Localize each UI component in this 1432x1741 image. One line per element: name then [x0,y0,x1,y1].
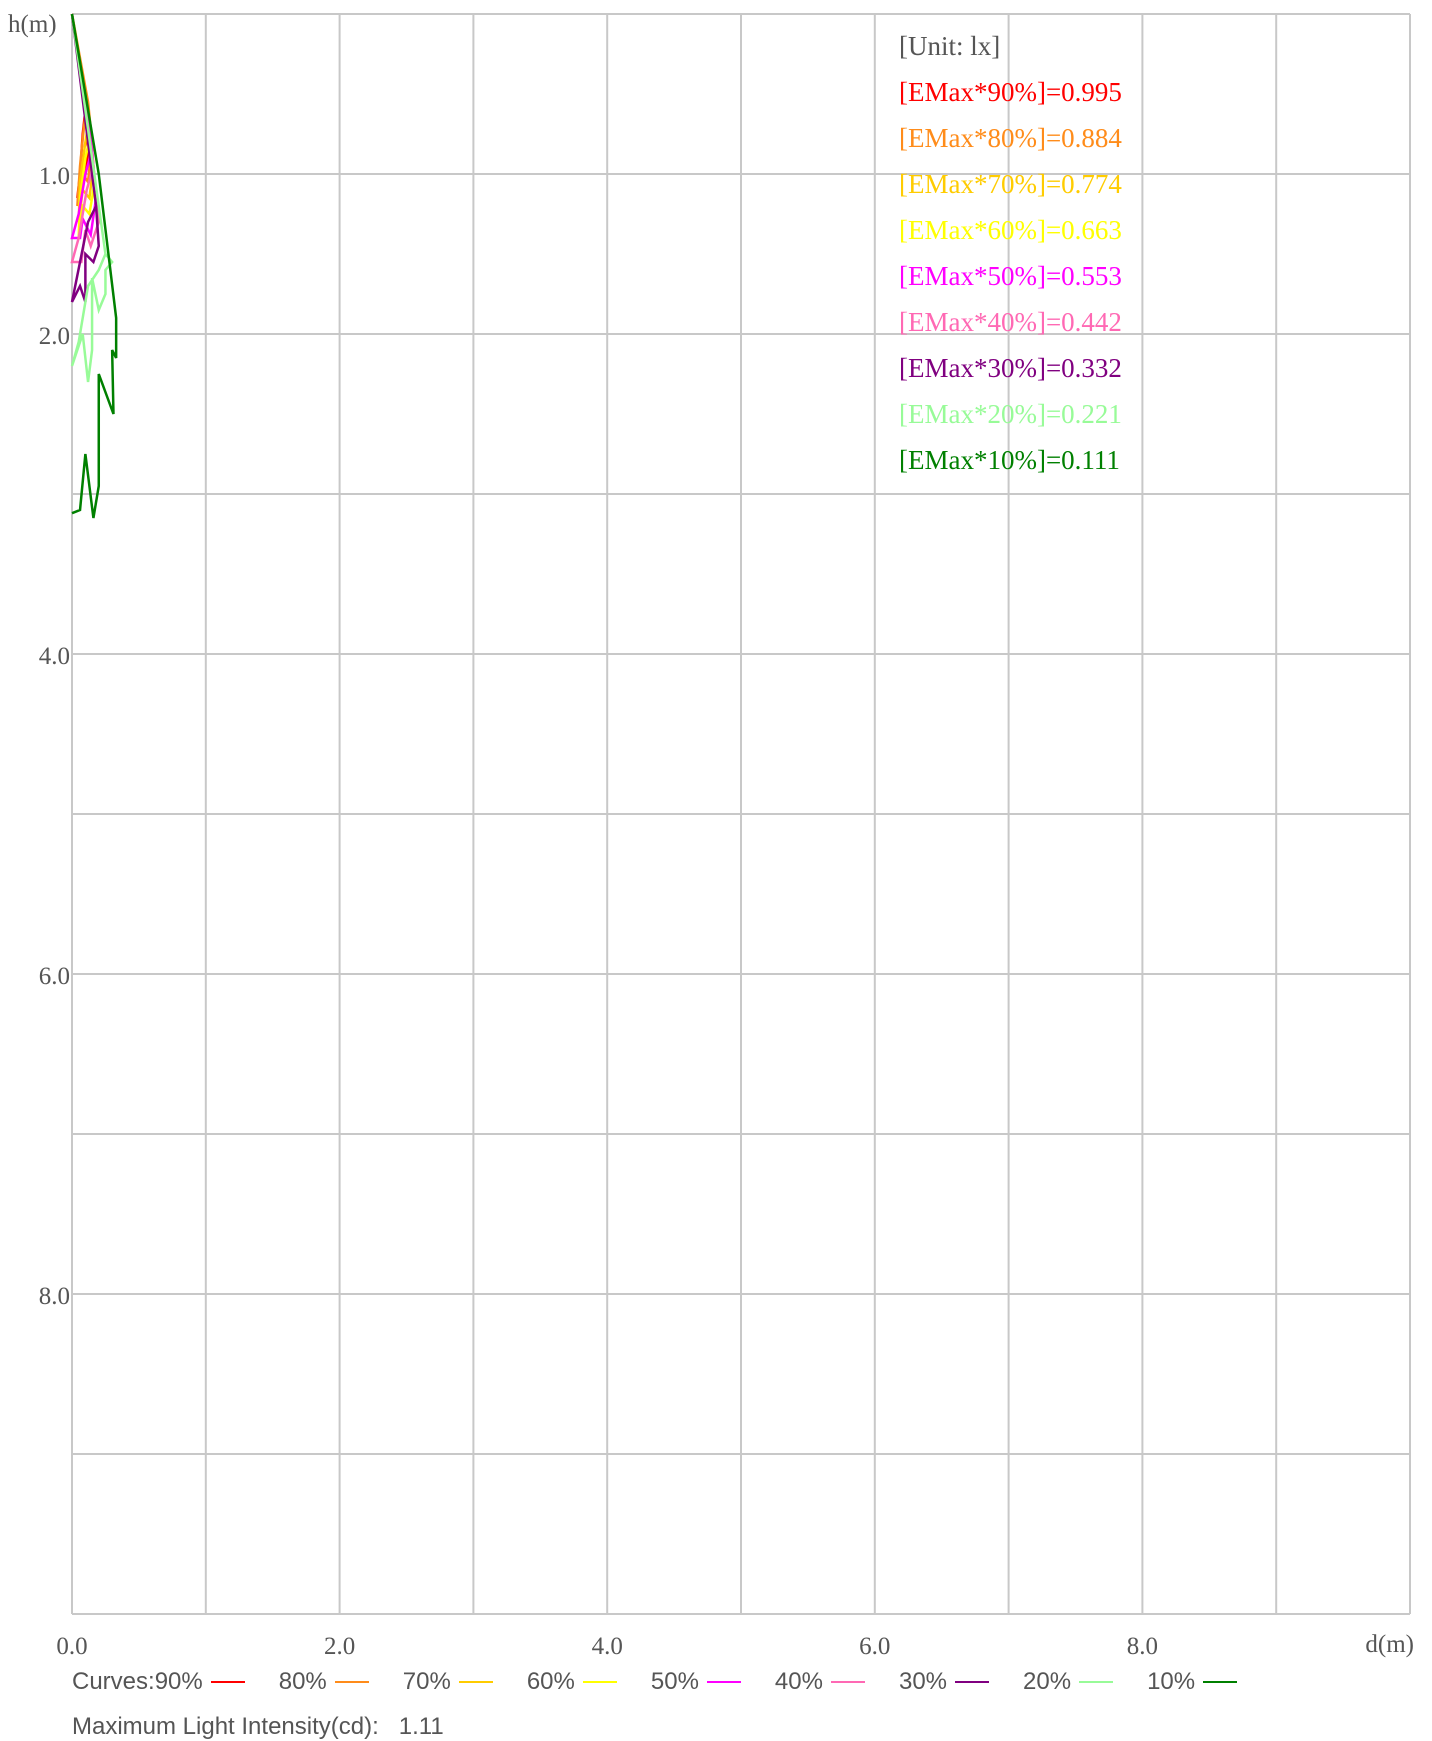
legend-entry: [EMax*10%]=0.111 [899,445,1120,475]
curve-key: 30% [898,1668,990,1696]
y-tick-label: 2.0 [39,323,70,350]
curve-key: 70% [403,1668,493,1696]
x-tick-label: 4.0 [592,1633,623,1660]
curve-key-swatch [1203,1681,1238,1683]
curve-key-label: 40% [774,1668,823,1695]
y-tick-label: 6.0 [39,963,70,990]
x-axis-label: d(m) [1365,1631,1414,1658]
legend-entry: [EMax*20%]=0.221 [899,399,1122,429]
curve-key-swatch [706,1681,741,1683]
max-intensity-label: Maximum Light Intensity(cd): [72,1713,379,1740]
curve-key: 50% [651,1668,741,1696]
y-tick-label: 1.0 [39,163,70,190]
curve-key-label: 80% [278,1668,327,1695]
curves-label: Curves: [72,1668,155,1695]
curve-key-label: 30% [898,1668,948,1695]
curve-key-swatch [210,1681,245,1683]
curves-legend: Curves: 90% 80% 70% 60% 50% 40% 30% 20% 10% [72,1668,1271,1696]
x-tick-label: 6.0 [859,1633,890,1660]
curve-key-label: 90% [154,1668,203,1695]
max-intensity-readout: Maximum Light Intensity(cd): 1.11 [72,1713,444,1741]
max-intensity-value: 1.11 [398,1713,444,1740]
curve-key-swatch [1079,1681,1114,1683]
curve-key: 10% [1147,1668,1238,1696]
curve-key-swatch [955,1681,990,1683]
curve-key: 60% [527,1668,617,1696]
x-tick-label: 8.0 [1127,1633,1158,1660]
curve-key-swatch [458,1681,493,1683]
y-axis-label: h(m) [8,11,57,38]
curve-key-label: 50% [650,1668,699,1695]
x-tick-label: 2.0 [324,1633,355,1660]
curve-key-label: 10% [1147,1668,1196,1695]
curve-key: 80% [279,1668,369,1696]
curve-key-label: 70% [402,1668,451,1695]
legend-entry: [EMax*50%]=0.553 [899,261,1122,291]
curve-key-swatch [582,1681,617,1683]
curve-key-label: 20% [1023,1668,1072,1695]
legend-entry: [EMax*60%]=0.663 [899,215,1122,245]
curve-key: 40% [775,1668,865,1696]
isolux-chart: 0.0 2.0 4.0 6.0 8.0 1.0 2.0 4.0 6.0 8.0 h(m) d(m) [U… [8,11,1414,1660]
isolux-curve [70,13,118,519]
curve-key-label: 60% [526,1668,575,1695]
legend-entry: [EMax*90%]=0.995 [899,77,1122,107]
curve-key-swatch [334,1681,369,1683]
curve-key: 20% [1023,1668,1114,1696]
curve-key-swatch [830,1681,865,1683]
legend-entry: [EMax*40%]=0.442 [899,307,1122,337]
x-tick-label: 0.0 [56,1633,87,1660]
legend-entry: [EMax*30%]=0.332 [899,353,1122,383]
legend-entry: [EMax*70%]=0.774 [899,169,1122,199]
unit-label: [Unit: lx] [899,31,1000,61]
curve-key: 90% [155,1668,245,1696]
y-tick-label: 4.0 [39,643,70,670]
y-tick-label: 8.0 [39,1283,70,1310]
legend-entry: [EMax*80%]=0.884 [899,123,1122,153]
